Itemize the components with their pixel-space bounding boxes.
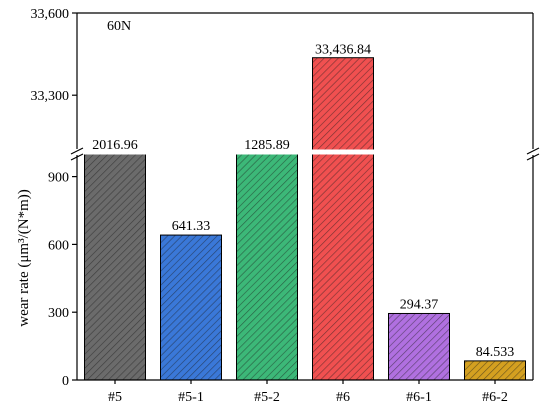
- x-tick-label-#5-2: #5-2: [254, 390, 280, 405]
- x-axis: #5 #5-1 #5-2 #6 #6-1 #6-2: [108, 380, 508, 405]
- bar-#5-2: [236, 153, 298, 381]
- bars-group: [65, 57, 545, 381]
- data-label-#6-1: 294.37: [400, 297, 439, 312]
- bar-#6-lower: [312, 153, 374, 381]
- y-lower-0-tick-label: 0: [62, 374, 69, 389]
- data-label-#5: 2016.96: [92, 138, 138, 153]
- y-axis: 0 300 600 900 33,300 33,600: [31, 7, 77, 389]
- data-label-#6: 33,436.84: [315, 43, 371, 58]
- y-upper-33300-tick-label: 33,300: [31, 89, 70, 104]
- bar-#5: [84, 153, 146, 381]
- data-label-#5-2: 1285.89: [244, 138, 290, 153]
- y-axis-label: wear rate (μm³/(N*m)): [16, 189, 32, 326]
- plot-frame: [70, 12, 540, 381]
- x-tick-label-#6-1: #6-1: [406, 390, 432, 405]
- axis-break-band: [65, 149, 545, 155]
- y-lower-600-tick-label: 600: [48, 238, 69, 253]
- chart-annotation: 60N: [107, 19, 131, 34]
- data-label-#6-2: 84.533: [476, 345, 515, 360]
- x-tick-label-#5: #5: [108, 390, 122, 405]
- bar-#6-2: [464, 360, 526, 381]
- x-tick-label-#6: #6: [336, 390, 350, 405]
- bar-#6-upper: [312, 57, 374, 151]
- axis-break-mark-left: [70, 147, 84, 161]
- y-upper-33600-tick-label: 33,600: [31, 7, 70, 22]
- bar-#5-1: [160, 234, 222, 381]
- y-lower-300-tick-label: 300: [48, 306, 69, 321]
- x-tick-label-#6-2: #6-2: [482, 390, 508, 405]
- axis-break-mark-right: [526, 147, 540, 161]
- y-lower-900-tick-label: 900: [48, 171, 69, 186]
- data-label-#5-1: 641.33: [172, 219, 211, 234]
- bar-#6-1: [388, 312, 450, 381]
- x-tick-label-#5-1: #5-1: [178, 390, 204, 405]
- data-labels: 2016.96 641.33 1285.89 33,436.84 294.37 84.53…: [92, 43, 514, 360]
